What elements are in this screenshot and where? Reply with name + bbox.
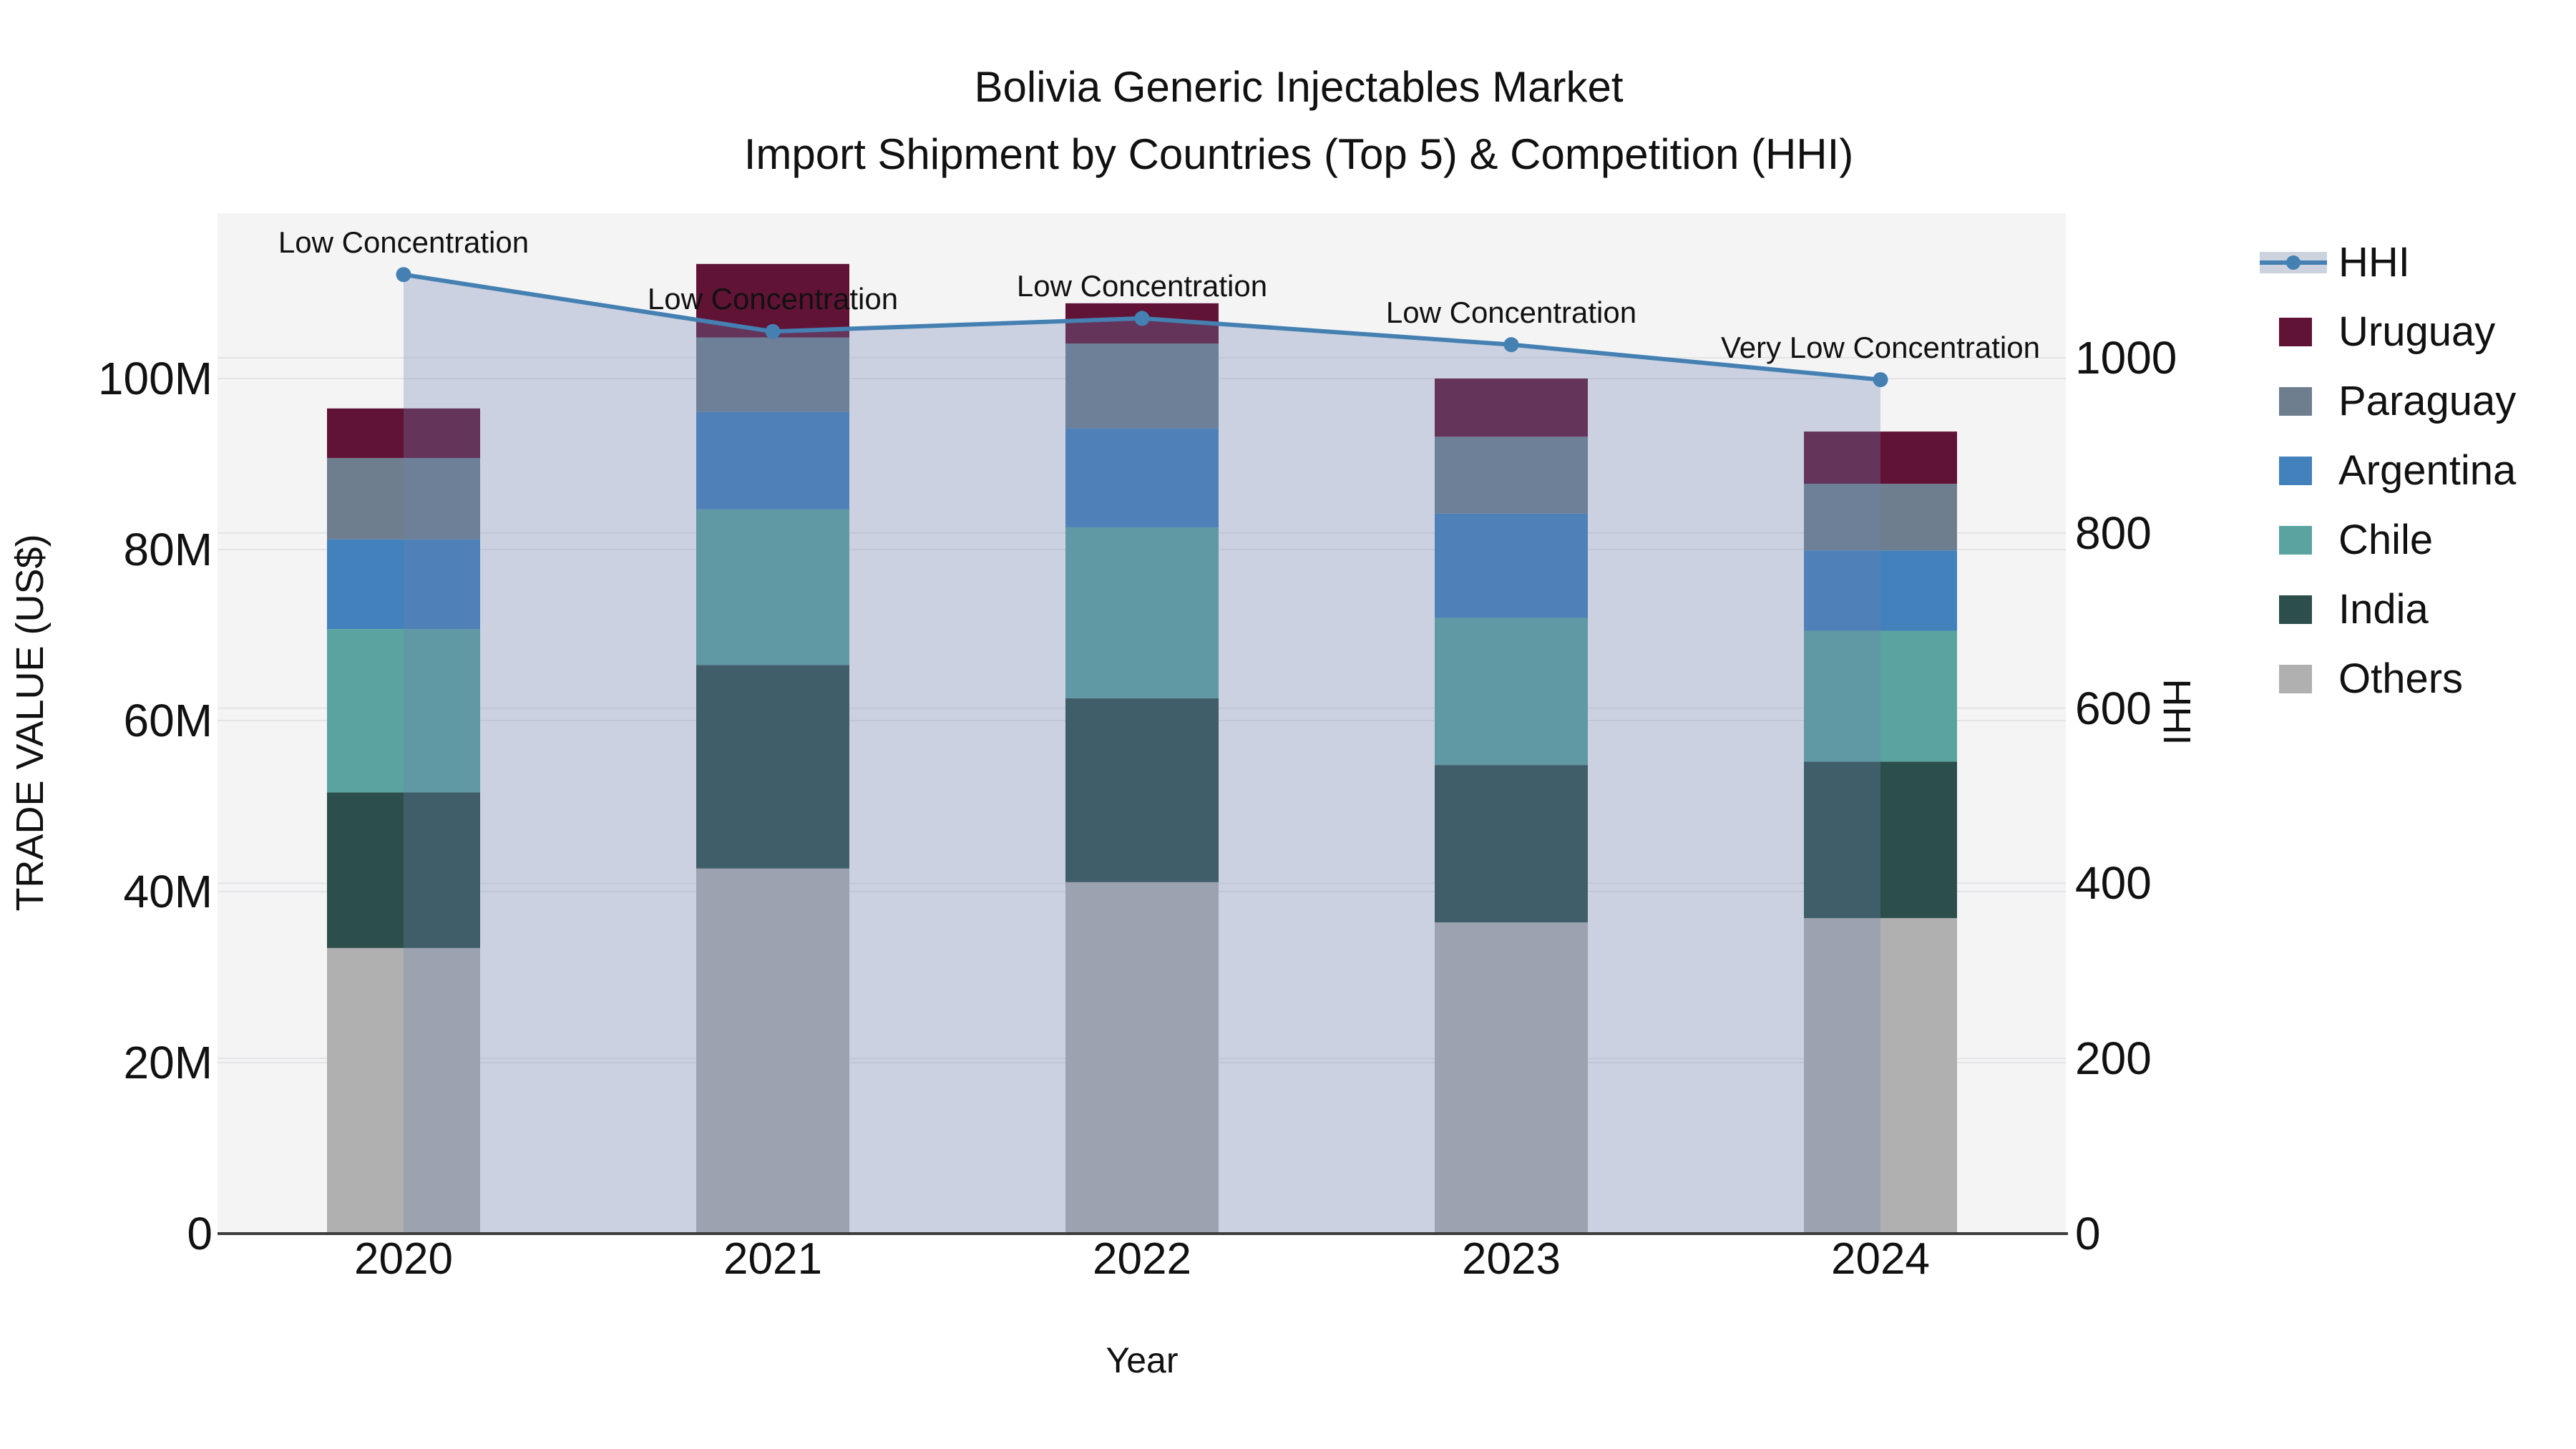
bar-segment-paraguay-2020[interactable] (327, 458, 480, 540)
bar-segment-argentina-2024[interactable] (1804, 550, 1957, 631)
y-tick-left-20M: 20M (123, 1037, 213, 1088)
bar-segment-india-2022[interactable] (1065, 698, 1219, 882)
y-tick-right-800: 800 (2075, 507, 2152, 559)
legend-item-chile[interactable]: Chile (2254, 505, 2516, 575)
legend-label-chile: Chile (2338, 516, 2434, 563)
annotation-2021: Low Concentration (647, 282, 899, 316)
bar-segment-uruguay-2023[interactable] (1435, 379, 1588, 437)
bar-segment-others-2023[interactable] (1435, 922, 1588, 1234)
annotation-2024: Very Low Concentration (1721, 330, 2040, 364)
y-tick-right-400: 400 (2075, 857, 2152, 909)
bar-segment-others-2022[interactable] (1065, 882, 1219, 1234)
bar-segment-india-2021[interactable] (696, 665, 849, 869)
bar-segment-chile-2024[interactable] (1804, 630, 1957, 762)
legend-swatch-icon (2254, 449, 2338, 492)
bar-segment-uruguay-2024[interactable] (1804, 431, 1957, 484)
bar-segment-others-2020[interactable] (327, 947, 480, 1234)
hhi-marker-2023[interactable] (1503, 337, 1519, 353)
y-tick-right-200: 200 (2075, 1033, 2152, 1085)
bar-segment-argentina-2023[interactable] (1435, 513, 1588, 618)
bar-segment-chile-2021[interactable] (696, 509, 849, 665)
bar-segment-chile-2022[interactable] (1065, 527, 1219, 698)
bar-segment-chile-2023[interactable] (1435, 618, 1588, 766)
hhi-marker-2024[interactable] (1873, 372, 1888, 388)
legend-item-paraguay[interactable]: Paraguay (2254, 366, 2516, 436)
y-tick-right-600: 600 (2075, 682, 2152, 734)
annotation-2020: Low Concentration (278, 225, 530, 259)
legend-swatch-icon (2254, 311, 2338, 353)
bar-segment-argentina-2022[interactable] (1065, 428, 1219, 527)
bar-segment-paraguay-2024[interactable] (1804, 483, 1957, 551)
legend-item-argentina[interactable]: Argentina (2254, 436, 2516, 505)
legend-item-others[interactable]: Others (2254, 644, 2516, 713)
x-tick-2020: 2020 (354, 1234, 453, 1284)
legend-label-argentina: Argentina (2338, 447, 2517, 494)
legend-swatch-icon (2254, 519, 2338, 562)
x-tick-2022: 2022 (1093, 1234, 1191, 1284)
bar-segment-others-2024[interactable] (1804, 918, 1957, 1234)
y-tick-left-40M: 40M (123, 866, 213, 917)
legend-label-uruguay: Uruguay (2338, 308, 2496, 355)
bar-segment-chile-2020[interactable] (327, 629, 480, 793)
hhi-area-fill (404, 274, 1880, 1234)
bar-segment-india-2023[interactable] (1435, 765, 1588, 923)
legend-label-others: Others (2338, 655, 2464, 702)
legend-label-hhi: HHI (2338, 238, 2410, 286)
bar-segment-others-2021[interactable] (696, 868, 849, 1234)
y-tick-right-0: 0 (2075, 1208, 2101, 1259)
y-tick-left-80M: 80M (123, 524, 213, 575)
legend-swatch-icon (2254, 588, 2338, 631)
legend-item-hhi[interactable]: HHI (2254, 228, 2516, 297)
hhi-marker-2020[interactable] (396, 267, 411, 283)
hhi-line-icon (2254, 241, 2338, 284)
bar-segment-argentina-2020[interactable] (327, 539, 480, 630)
y-tick-left-100M: 100M (97, 353, 213, 404)
legend-swatch-icon (2254, 658, 2338, 701)
hhi-marker-2022[interactable] (1134, 311, 1150, 326)
y-tick-left-0: 0 (187, 1208, 213, 1259)
legend-item-uruguay[interactable]: Uruguay (2254, 297, 2516, 366)
x-axis-title: Year (1106, 1340, 1179, 1380)
y-tick-right-1000: 1000 (2075, 332, 2177, 384)
legend-label-india: India (2338, 585, 2429, 633)
bar-segment-uruguay-2020[interactable] (327, 408, 480, 459)
x-tick-2024: 2024 (1831, 1234, 1930, 1284)
bar-segment-india-2024[interactable] (1804, 761, 1957, 919)
annotation-2023: Low Concentration (1385, 295, 1637, 329)
hhi-marker-2021[interactable] (765, 323, 781, 339)
x-tick-2021: 2021 (723, 1234, 822, 1284)
bar-segment-india-2020[interactable] (327, 792, 480, 948)
legend-item-india[interactable]: India (2254, 575, 2516, 644)
bar-segment-argentina-2021[interactable] (696, 411, 849, 509)
legend-swatch-icon (2254, 380, 2338, 423)
annotation-2022: Low Concentration (1016, 268, 1268, 303)
x-tick-2023: 2023 (1462, 1234, 1561, 1284)
bar-segment-paraguay-2021[interactable] (696, 337, 849, 412)
legend-label-paraguay: Paraguay (2338, 377, 2517, 424)
bar-segment-paraguay-2023[interactable] (1435, 436, 1588, 514)
bar-segment-paraguay-2022[interactable] (1065, 343, 1219, 429)
chart-title-line1: Bolivia Generic Injectables Market (974, 63, 1624, 111)
legend: HHI Uruguay Paraguay Argentina Chile India Oth… (2254, 228, 2516, 713)
y-tick-left-60M: 60M (123, 695, 213, 746)
chart-title-line2: Import Shipment by Countries (Top 5) & C… (743, 130, 1854, 178)
